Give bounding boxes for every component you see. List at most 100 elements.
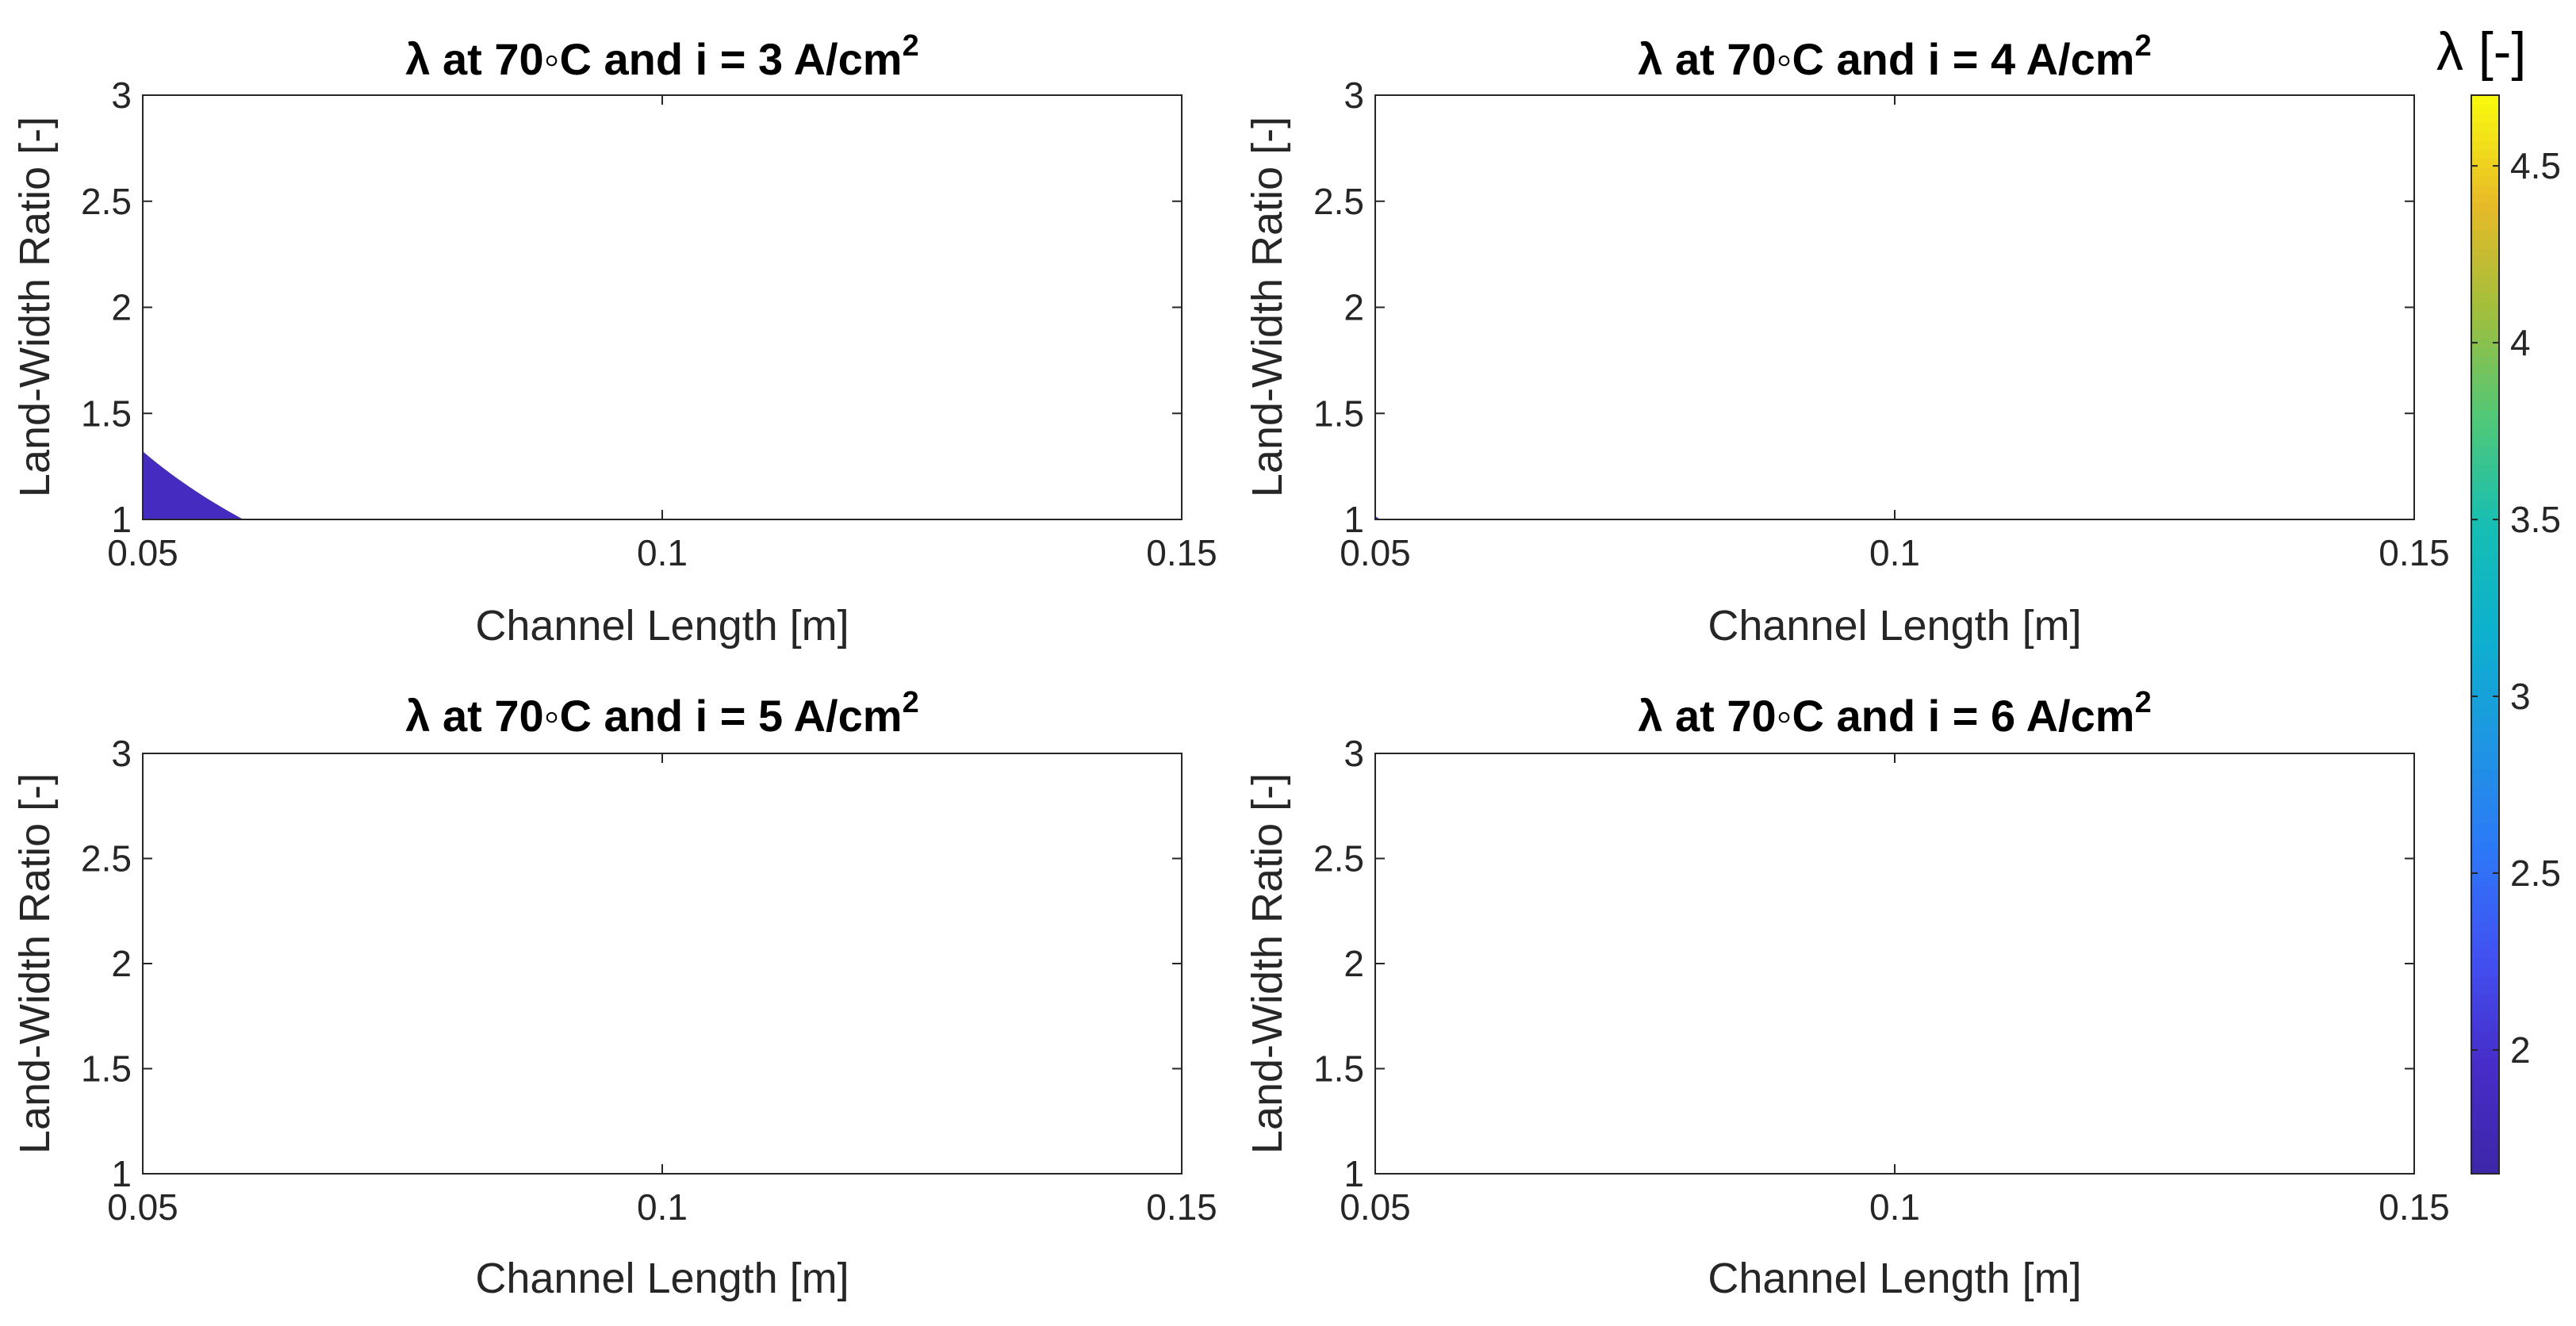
colorbar-step xyxy=(2471,185,2499,195)
colorbar-step xyxy=(2471,328,2499,339)
panel-3-xlabel: Channel Length [m] xyxy=(475,1255,849,1302)
colorbar-step xyxy=(2471,347,2499,357)
colorbar-step xyxy=(2471,1039,2499,1049)
colorbar-step xyxy=(2471,527,2499,537)
colorbar-step xyxy=(2471,1002,2499,1013)
colorbar-step xyxy=(2471,247,2499,258)
panel-1-plot-frame xyxy=(142,94,1183,520)
colorbar-step xyxy=(2471,715,2499,726)
contour-band xyxy=(143,451,243,519)
colorbar-step xyxy=(2471,760,2499,770)
y-tick-label: 3 xyxy=(1344,75,1364,116)
colorbar-step xyxy=(2471,212,2499,222)
colorbar-step xyxy=(2471,284,2499,294)
colorbar-step xyxy=(2471,392,2499,402)
colorbar-step xyxy=(2471,293,2499,303)
colorbar-step xyxy=(2471,625,2499,635)
y-tick-label: 3 xyxy=(111,733,132,774)
panel-4-plot-frame xyxy=(1374,753,2415,1175)
colorbar-step xyxy=(2471,877,2499,887)
colorbar-step xyxy=(2471,1056,2499,1067)
colorbar-step xyxy=(2471,1021,2499,1031)
y-tick-label: 1.5 xyxy=(1313,393,1364,434)
colorbar-step xyxy=(2471,544,2499,554)
panel-2: 0.05 0.1 0.15 1 1.5 2 2.5 3 λ at 70◦C and i = 4… xyxy=(1244,29,2450,650)
y-tick-label: 3 xyxy=(1344,733,1364,774)
colorbar-tick-label: 3 xyxy=(2510,676,2531,717)
colorbar-tick-label: 4 xyxy=(2510,322,2531,363)
colorbar-step xyxy=(2471,122,2499,132)
colorbar-step xyxy=(2471,724,2499,734)
panel-2-xlabel: Channel Length [m] xyxy=(1708,602,2081,650)
panel-4-xlabel: Channel Length [m] xyxy=(1708,1255,2081,1302)
colorbar-step xyxy=(2471,1129,2499,1139)
colorbar-tick-label: 4.5 xyxy=(2510,145,2561,186)
y-tick-label: 1 xyxy=(111,1153,132,1194)
colorbar-step xyxy=(2471,473,2499,483)
y-tick-label: 1.5 xyxy=(81,393,132,434)
y-tick-label: 3 xyxy=(111,75,132,116)
colorbar-step xyxy=(2471,382,2499,393)
colorbar-step xyxy=(2471,814,2499,824)
panel-3-title: λ at 70◦C and i = 5 A/cm2 xyxy=(405,686,918,741)
colorbar-step xyxy=(2471,931,2499,941)
colorbar-step xyxy=(2471,805,2499,815)
colorbar-step xyxy=(2471,904,2499,914)
colorbar-step xyxy=(2471,176,2499,186)
colorbar-step xyxy=(2471,958,2499,968)
y-tick-label: 2 xyxy=(1344,943,1364,984)
panel-3-ylabel: Land-Width Ratio [-] xyxy=(11,773,59,1154)
colorbar-ticks: 2 2.5 3 3.5 4 4.5 xyxy=(2471,145,2561,1071)
colorbar-step xyxy=(2471,913,2499,923)
colorbar-step xyxy=(2471,1155,2499,1166)
panel-3-plot-frame xyxy=(142,753,1183,1175)
colorbar-step xyxy=(2471,301,2499,312)
y-tick-label: 1.5 xyxy=(81,1048,132,1090)
colorbar-step xyxy=(2471,266,2499,276)
panel-2-ticks: 0.05 0.1 0.15 1 1.5 2 2.5 3 xyxy=(1313,75,2450,573)
panel-3-ticks: 0.05 0.1 0.15 1 1.5 2 2.5 3 xyxy=(81,733,1217,1228)
colorbar-step xyxy=(2471,427,2499,438)
x-tick-label: 0.15 xyxy=(2379,1186,2450,1228)
colorbar-step xyxy=(2471,1137,2499,1148)
panel-1-heatmap xyxy=(143,451,243,519)
colorbar-step xyxy=(2471,158,2499,168)
colorbar-step xyxy=(2471,463,2499,473)
colorbar-step xyxy=(2471,230,2499,240)
colorbar-step xyxy=(2471,365,2499,375)
colorbar-step xyxy=(2471,733,2499,743)
x-tick-label: 0.15 xyxy=(1146,532,1217,573)
colorbar-step xyxy=(2471,985,2499,995)
colorbar-step xyxy=(2471,1120,2499,1130)
colorbar-step xyxy=(2471,823,2499,834)
contour-line xyxy=(143,1314,1182,1326)
colorbar-step xyxy=(2471,607,2499,618)
colorbar-step xyxy=(2471,508,2499,519)
colorbar-step xyxy=(2471,868,2499,878)
x-tick-label: 0.05 xyxy=(107,532,178,573)
colorbar-step xyxy=(2471,634,2499,645)
contour-line xyxy=(1375,1304,2414,1326)
colorbar-step xyxy=(2471,670,2499,680)
colorbar-step xyxy=(2471,131,2499,141)
colorbar-step xyxy=(2471,1012,2499,1022)
colorbar-step xyxy=(2471,1110,2499,1121)
colorbar-step xyxy=(2471,257,2499,267)
panel-4-ticks: 0.05 0.1 0.15 1 1.5 2 2.5 3 xyxy=(1313,733,2450,1228)
colorbar-step xyxy=(2471,922,2499,932)
colorbar-step xyxy=(2471,500,2499,510)
colorbar-step xyxy=(2471,436,2499,446)
colorbar-step xyxy=(2471,419,2499,429)
colorbar-step xyxy=(2471,1029,2499,1040)
colorbar-step xyxy=(2471,940,2499,950)
colorbar-step xyxy=(2471,697,2499,707)
colorbar-tick-label: 2 xyxy=(2510,1029,2531,1071)
colorbar-step xyxy=(2471,652,2499,662)
colorbar-step xyxy=(2471,742,2499,753)
x-tick-label: 0.1 xyxy=(1869,532,1920,573)
panel-2-title: λ at 70◦C and i = 4 A/cm2 xyxy=(1638,29,2151,84)
x-tick-label: 0.05 xyxy=(1340,1186,1411,1228)
x-tick-label: 0.05 xyxy=(107,1186,178,1228)
colorbar-step xyxy=(2471,220,2499,231)
